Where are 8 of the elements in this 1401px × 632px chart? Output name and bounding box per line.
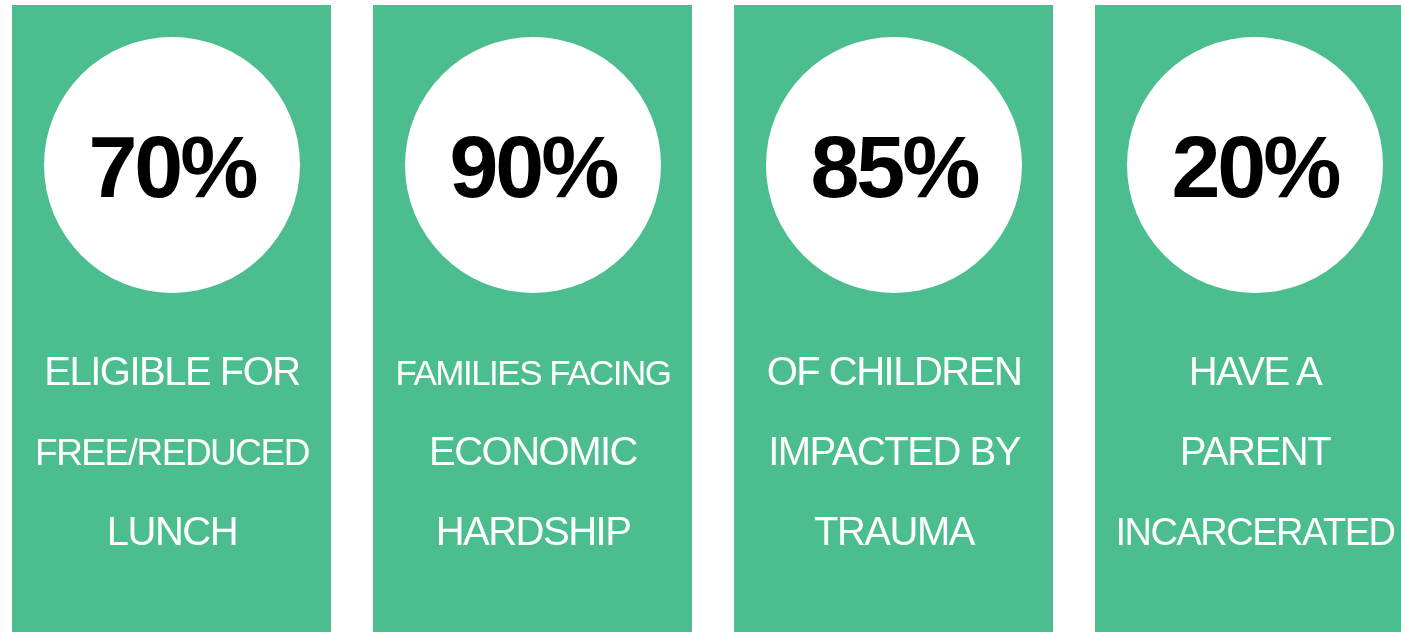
data-label: 70% [88,117,257,216]
data-label: 85% [810,117,979,216]
category-label: FAMILIES FACING ECONOMIC HARDSHIP [395,353,671,553]
data-label: 90% [449,117,618,216]
category-label: OF CHILDREN IMPACTED BY TRAUMA [766,349,1022,553]
category-label: HAVE A PARENT INCARCERATED [1115,349,1395,553]
category-label: ELIGIBLE FOR FREE/REDUCED LUNCH [35,349,309,553]
data-label: 20% [1171,117,1340,216]
